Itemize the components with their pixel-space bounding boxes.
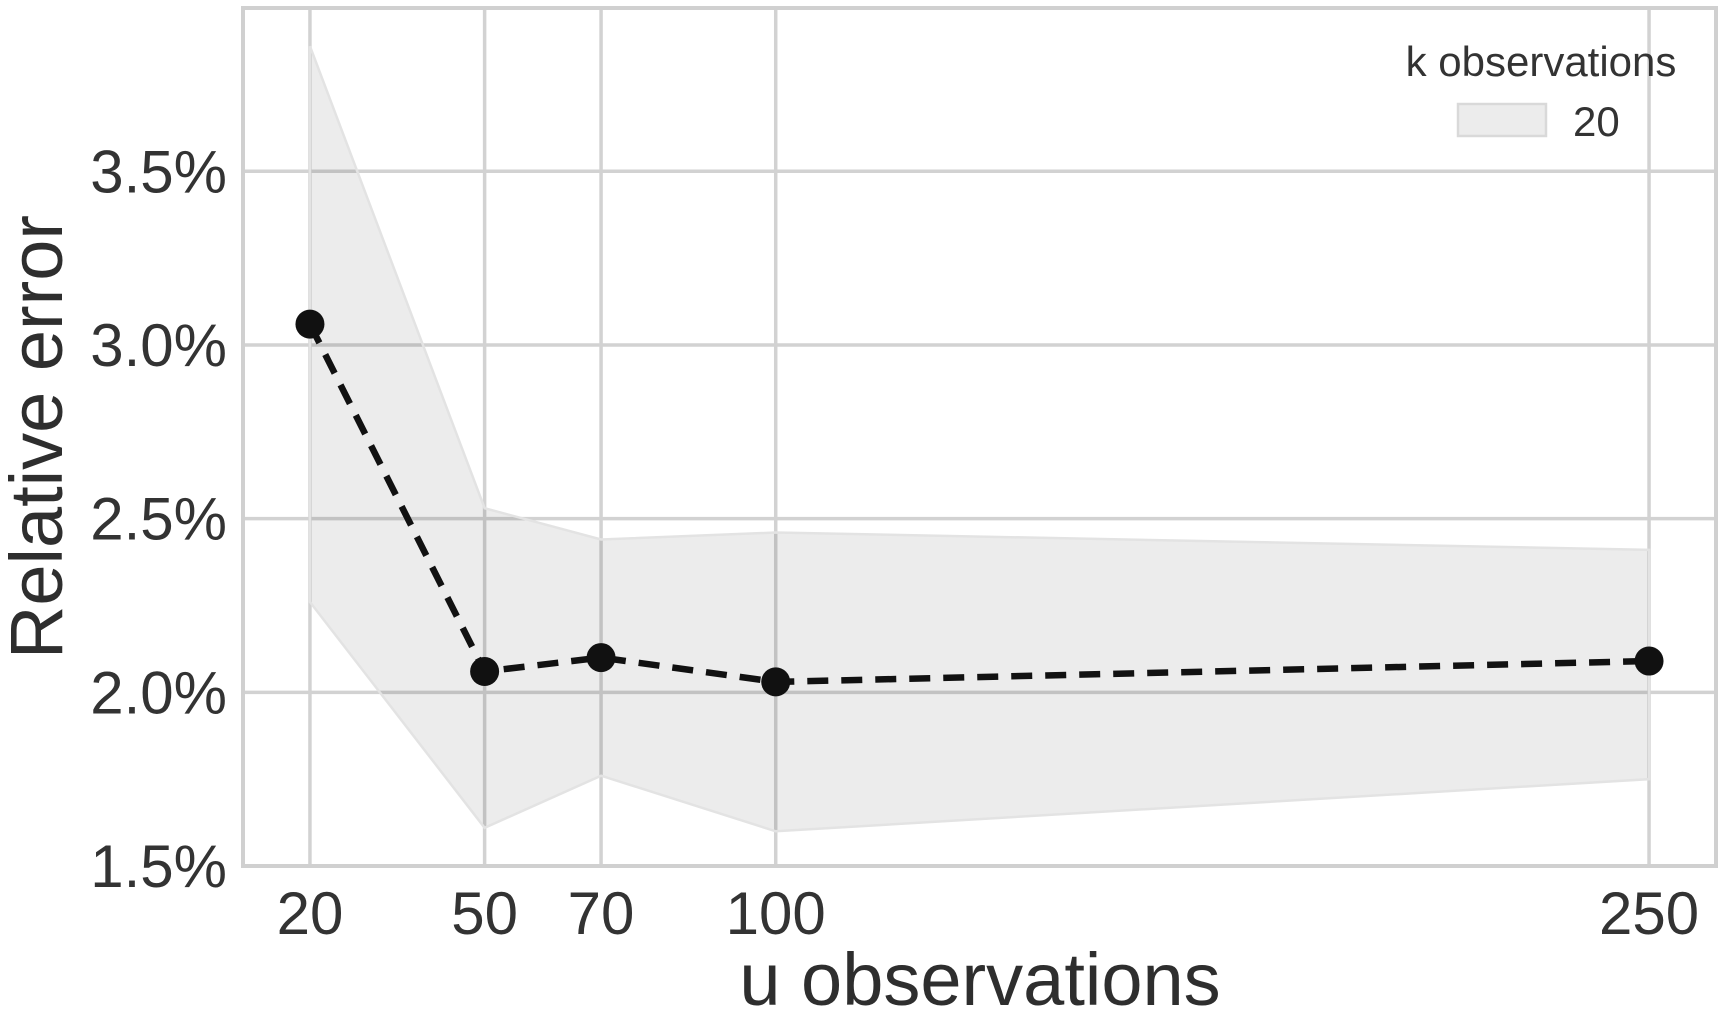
data-point-250	[1634, 646, 1664, 676]
y-tick-label-3.0%: 3.0%	[90, 312, 227, 379]
legend-title: k observations	[1406, 38, 1677, 85]
y-tick-label-2.0%: 2.0%	[90, 659, 227, 726]
x-tick-label-100: 100	[726, 880, 826, 947]
confidence-band	[308, 45, 1651, 833]
legend-swatch	[1456, 102, 1548, 138]
y-tick-label-3.5%: 3.5%	[90, 138, 227, 205]
x-tick-label-70: 70	[568, 880, 635, 947]
x-tick-label-250: 250	[1599, 880, 1699, 947]
data-point-70	[586, 643, 616, 673]
plot-border	[241, 6, 1718, 868]
y-tick-label-1.5%: 1.5%	[90, 833, 227, 900]
data-point-20	[295, 309, 325, 339]
data-point-markers	[295, 309, 1664, 697]
x-tick-label-20: 20	[277, 880, 344, 947]
y-axis-tick-labels: 1.5% 2.0% 2.5% 3.0% 3.5%	[90, 138, 227, 900]
y-tick-label-2.5%: 2.5%	[90, 486, 227, 553]
y-axis-label: Relative error	[0, 215, 78, 659]
data-point-50	[470, 656, 500, 686]
x-axis-tick-labels: 20 50 70 100 250	[277, 880, 1700, 947]
x-axis-label: u observations	[739, 938, 1220, 1019]
confidence-band-group	[308, 45, 1651, 833]
legend: k observations 20	[1406, 38, 1677, 145]
data-point-100	[761, 667, 791, 697]
legend-entry-label: 20	[1573, 98, 1620, 145]
x-tick-label-50: 50	[451, 880, 518, 947]
